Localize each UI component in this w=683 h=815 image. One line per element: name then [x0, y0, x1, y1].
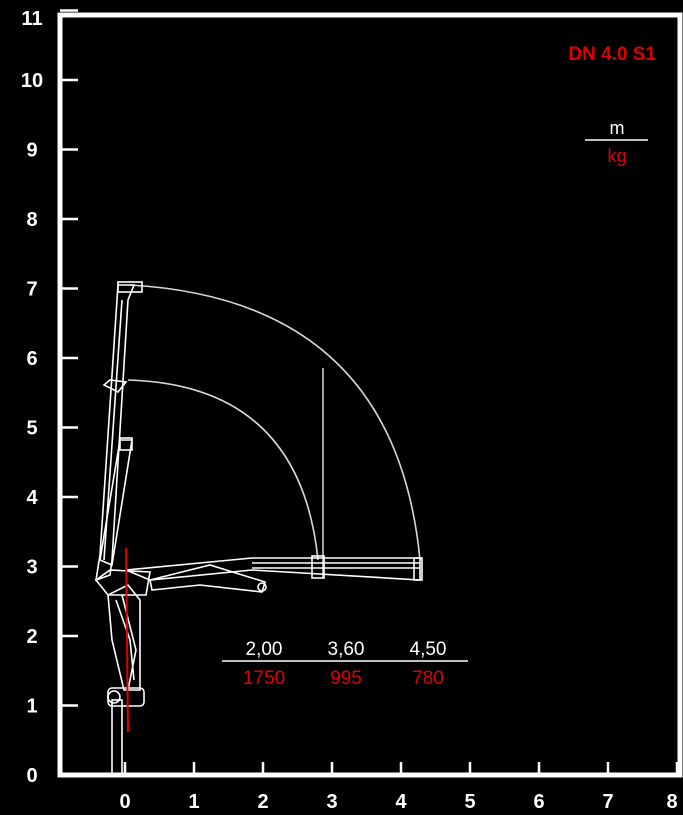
unit-load-label: kg: [607, 146, 626, 166]
crane-column: [111, 699, 123, 776]
model-label: DN 4.0 S1: [568, 44, 656, 65]
inner-reach-arc: [127, 379, 319, 561]
y-tick-label: 1: [26, 696, 37, 718]
crane-mast: [107, 583, 141, 691]
x-tick-label: 3: [326, 791, 337, 813]
x-tick-label: 0: [119, 791, 130, 813]
reach-load: 995: [330, 668, 362, 689]
crane-extension-joint: [311, 555, 325, 579]
crane-cylinder-head: [119, 437, 133, 451]
y-tick-label: 0: [26, 765, 37, 787]
x-tick-label: 2: [257, 791, 268, 813]
plot-frame: [57, 12, 683, 778]
x-tick-label: 5: [464, 791, 475, 813]
reach-load: 780: [412, 668, 444, 689]
y-tick-label: 6: [26, 348, 37, 370]
y-tick-label: 3: [26, 557, 37, 579]
y-tick-label: 4: [26, 487, 38, 509]
reach-distance: 4,50: [410, 639, 447, 660]
crane-slew-joint: [107, 690, 121, 704]
x-tick-label: 8: [666, 791, 677, 813]
working-envelope: [127, 284, 421, 578]
unit-legend: m kg: [585, 118, 648, 166]
slew-axis-line: [125, 547, 129, 733]
y-tick-label: 10: [21, 70, 43, 92]
reach-load: 1750: [243, 668, 285, 689]
unit-distance-label: m: [610, 118, 625, 138]
crane-drawing: [94, 281, 423, 776]
x-axis: 0 1 2 3 4 5 6 7 8: [119, 762, 679, 813]
crane-boom-cylinder-pin: [257, 582, 267, 592]
y-tick-label: 7: [26, 279, 37, 301]
x-tick-label: 1: [188, 791, 199, 813]
outer-reach-arc: [129, 284, 421, 561]
y-tick-label: 5: [26, 418, 37, 440]
crane-boom-head: [117, 281, 143, 293]
reach-distance: 2,00: [246, 639, 283, 660]
y-tick-label: 8: [26, 209, 37, 231]
y-tick-label: 2: [26, 626, 37, 648]
x-tick-label: 6: [533, 791, 544, 813]
y-tick-label: 9: [26, 140, 37, 162]
reach-distance: 3,60: [328, 639, 365, 660]
crane-boom-tip: [413, 557, 423, 581]
x-tick-label: 4: [395, 791, 407, 813]
y-axis: 0 1 2 3 4 5 6 7 8 9 10 11: [21, 8, 78, 787]
crane-hinge: [94, 569, 151, 596]
reach-load-table: 2,00 3,60 4,50 1750 995 780: [222, 639, 468, 689]
crane-boom-cylinder: [149, 564, 266, 593]
y-tick-label: 11: [21, 8, 42, 30]
x-tick-label: 7: [602, 791, 613, 813]
crane-raised-jib: [102, 379, 128, 394]
